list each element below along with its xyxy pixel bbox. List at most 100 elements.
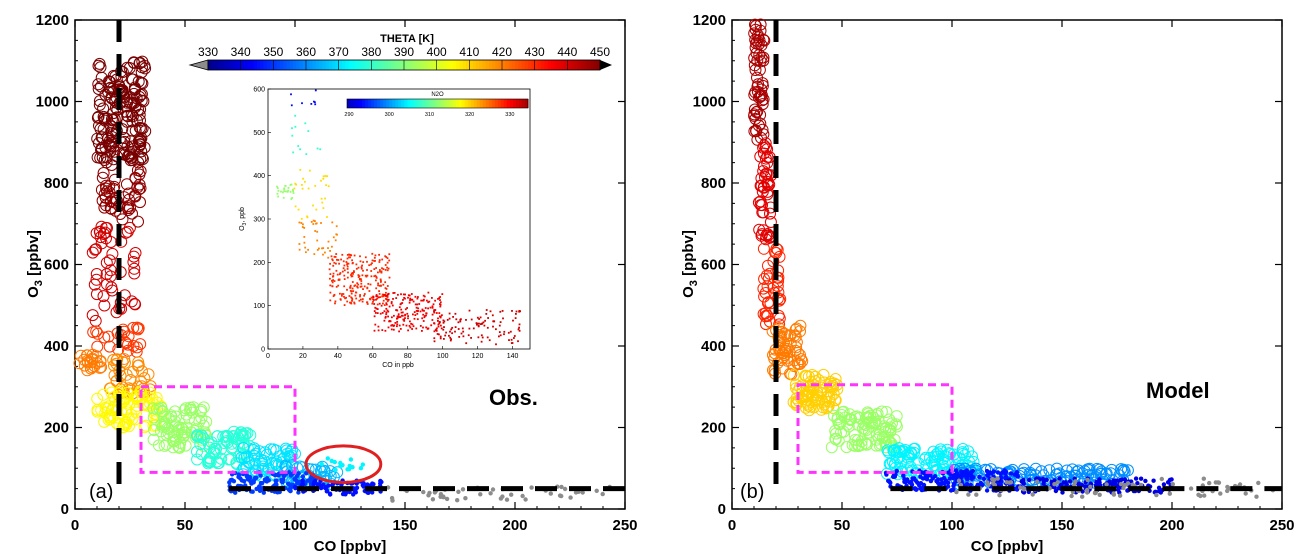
data-point xyxy=(890,446,903,459)
inset-colorbar-segment xyxy=(521,99,526,108)
data-point xyxy=(825,390,838,403)
inset-data-point xyxy=(404,317,406,319)
colorbar-segment xyxy=(423,60,428,70)
inset-data-point xyxy=(331,245,333,248)
inset-data-point xyxy=(416,297,419,300)
data-point xyxy=(749,20,762,32)
inset-x-tick-label: 80 xyxy=(404,353,412,360)
data-point xyxy=(157,410,170,423)
inset-colorbar-frame xyxy=(346,98,529,109)
x-tick-label: 0 xyxy=(728,517,736,534)
inset-data-point xyxy=(336,273,339,276)
inset-data-point xyxy=(399,316,402,318)
data-point xyxy=(129,124,142,137)
inset-data-point xyxy=(438,321,441,324)
inset-data-point xyxy=(412,325,415,328)
data-point xyxy=(756,228,768,241)
inset-data-point xyxy=(476,322,479,325)
inset-data-point xyxy=(322,253,324,256)
inset-data-point xyxy=(385,302,388,305)
data-point xyxy=(203,455,216,468)
inset-data-point xyxy=(375,295,378,297)
data-point xyxy=(1159,476,1165,482)
data-point xyxy=(202,457,215,470)
inset-data-point xyxy=(385,291,387,294)
data-point xyxy=(92,137,105,150)
data-point xyxy=(1051,468,1064,481)
inset-data-point xyxy=(327,256,330,259)
data-point xyxy=(967,473,972,478)
inset-data-point xyxy=(442,328,445,331)
x-tick-label: 150 xyxy=(1049,517,1074,534)
inset-data-point xyxy=(387,298,390,301)
inset-data-point xyxy=(400,314,403,317)
inset-data-point xyxy=(467,334,470,337)
inset-data-point xyxy=(369,297,371,300)
data-point xyxy=(821,401,834,414)
data-point xyxy=(150,391,163,404)
colorbar-segment xyxy=(456,60,461,70)
inset-data-point xyxy=(437,320,439,322)
inset-data-point xyxy=(477,324,480,327)
data-point xyxy=(835,409,848,421)
data-point xyxy=(99,141,112,154)
x-tick-label: 250 xyxy=(1269,517,1294,534)
inset-data-point xyxy=(431,313,434,316)
inset-data-point xyxy=(350,274,352,276)
data-point xyxy=(1088,484,1093,489)
inset-data-point xyxy=(402,293,405,296)
inset-data-point xyxy=(341,294,343,297)
inset-data-point xyxy=(349,284,352,287)
inset-data-point xyxy=(387,326,390,329)
data-point xyxy=(1201,476,1207,481)
inset-data-point xyxy=(493,320,495,323)
inset-data-point xyxy=(492,325,494,328)
data-point xyxy=(74,349,87,362)
data-point xyxy=(1018,485,1023,490)
inset-xlabel: CO in ppb xyxy=(382,362,414,369)
inset-data-point xyxy=(346,268,349,270)
inset-data-point xyxy=(386,261,389,264)
colorbar-segment xyxy=(341,60,346,70)
inset-data-point xyxy=(352,273,354,275)
inset-data-point xyxy=(380,271,383,274)
data-point xyxy=(328,492,333,497)
data-point xyxy=(977,474,982,480)
inset-data-point xyxy=(333,255,336,258)
inset-colorbar-segment xyxy=(506,99,511,108)
y-tick-label: 800 xyxy=(701,175,726,192)
inset-data-point xyxy=(333,293,336,296)
data-point xyxy=(126,115,139,128)
inset-colorbar: N2O 290 300 310 320 330 xyxy=(344,92,529,118)
inset-data-point xyxy=(355,263,358,266)
colorbar-segment xyxy=(279,60,284,70)
colorbar-segment xyxy=(345,60,350,70)
inset-data-point xyxy=(352,290,355,292)
inset-data-point xyxy=(400,293,402,296)
inset-data-point xyxy=(392,325,395,327)
inset-data-point xyxy=(519,310,521,313)
data-point xyxy=(169,405,181,418)
data-point xyxy=(811,386,823,399)
data-point xyxy=(167,441,180,454)
inset-colorbar-segment xyxy=(485,99,490,108)
data-point xyxy=(1237,482,1243,487)
inset-data-point xyxy=(489,310,492,313)
inset-data-point xyxy=(339,292,341,295)
colorbar-segment xyxy=(417,60,421,70)
colorbar-segment xyxy=(335,60,340,70)
inset-data-point xyxy=(436,327,438,330)
data-point xyxy=(90,325,103,338)
data-point xyxy=(304,471,309,476)
data-point xyxy=(254,475,259,480)
colorbar-tick-label: 430 xyxy=(525,45,545,59)
inset-data-point xyxy=(400,311,403,314)
data-point xyxy=(962,469,967,474)
data-point xyxy=(1156,485,1162,490)
inset-data-point xyxy=(320,222,322,224)
inset-data-point xyxy=(331,258,334,261)
data-point xyxy=(131,181,144,194)
inset-data-point xyxy=(374,323,377,326)
colorbar-segment xyxy=(270,60,274,70)
inset-data-point xyxy=(350,275,353,278)
